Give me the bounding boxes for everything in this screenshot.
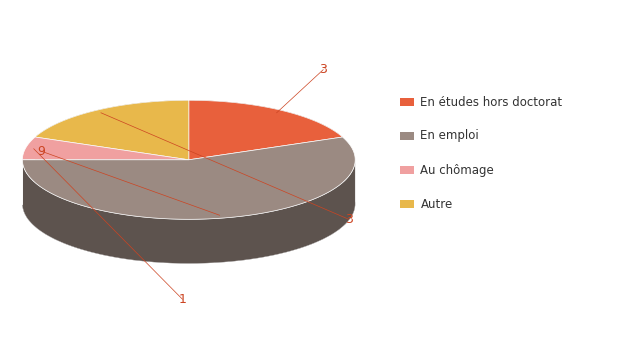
- Polygon shape: [22, 160, 355, 264]
- Text: 3: 3: [345, 213, 353, 226]
- FancyBboxPatch shape: [400, 200, 414, 208]
- Text: En études hors doctorat: En études hors doctorat: [420, 96, 563, 108]
- Polygon shape: [35, 100, 189, 181]
- Polygon shape: [189, 100, 342, 181]
- Text: 3: 3: [319, 63, 327, 76]
- Polygon shape: [22, 137, 355, 219]
- Text: Autre: Autre: [420, 198, 452, 210]
- Polygon shape: [22, 137, 189, 160]
- FancyBboxPatch shape: [400, 98, 414, 106]
- Text: En emploi: En emploi: [420, 130, 479, 142]
- Text: 9: 9: [38, 145, 45, 158]
- Polygon shape: [35, 100, 189, 160]
- FancyBboxPatch shape: [400, 132, 414, 140]
- Ellipse shape: [22, 144, 355, 264]
- Text: 1: 1: [179, 293, 186, 306]
- FancyBboxPatch shape: [400, 166, 414, 174]
- Polygon shape: [189, 100, 342, 160]
- Text: Au chômage: Au chômage: [420, 164, 494, 176]
